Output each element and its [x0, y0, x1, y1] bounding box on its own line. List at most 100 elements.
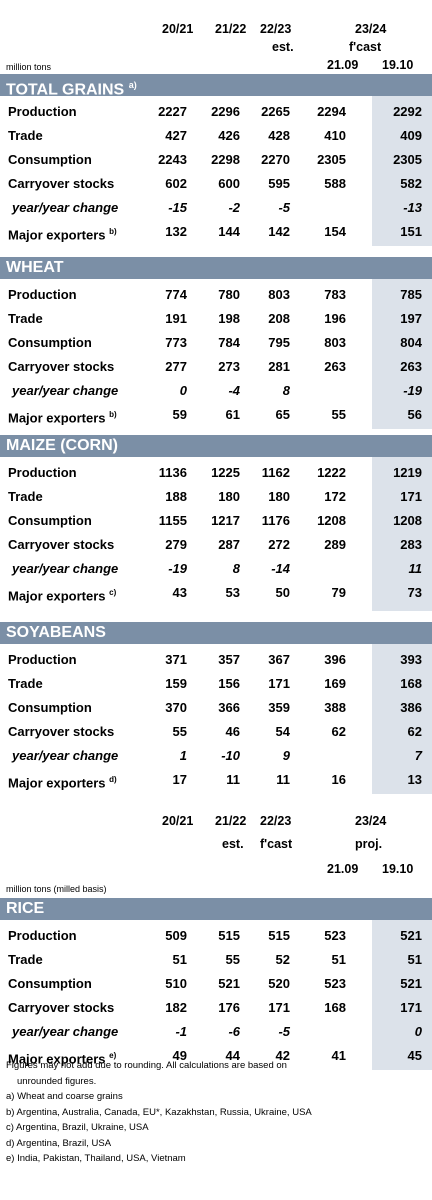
cell-value: 588	[324, 176, 346, 191]
row-label-text: Major exporters	[8, 227, 106, 243]
cell-value: 45	[407, 1048, 422, 1063]
table-row: Major exporters c) 43 53 50 79 73	[0, 581, 432, 605]
footnote: e) India, Pakistan, Thailand, USA, Vietn…	[6, 1153, 186, 1164]
row-label: Major exporters c)	[8, 581, 116, 608]
cell-value: -13	[403, 200, 422, 215]
row-label: Carryover stocks	[8, 720, 114, 744]
table-row: Trade 159 156 171 169 168	[0, 672, 432, 696]
latest-forecast-shading	[372, 279, 432, 429]
table-row: year/year change -1 -6 -5 0	[0, 1020, 432, 1044]
cell-value: -19	[403, 383, 422, 398]
cell-value: 180	[268, 489, 290, 504]
cell-value: 2298	[211, 152, 240, 167]
table-row: year/year change 1 -10 9 7	[0, 744, 432, 768]
cell-value: 410	[324, 128, 346, 143]
table-row: Major exporters e) 49 44 42 41 45	[0, 1044, 432, 1068]
cell-value: 509	[165, 928, 187, 943]
footnote: Figures may not add due to rounding. All…	[6, 1060, 287, 1071]
row-label: Trade	[8, 948, 43, 972]
col-header-2223: 22/23	[260, 22, 292, 36]
row-label: Trade	[8, 124, 43, 148]
cell-value: 55	[225, 952, 240, 967]
col-header-2324-fcast: f'cast	[349, 40, 382, 54]
cell-value: 520	[268, 976, 290, 991]
table-row: Major exporters b) 59 61 65 55 56	[0, 403, 432, 427]
cell-value: 359	[268, 700, 290, 715]
col-header-2223-fcast: f'cast	[260, 837, 293, 851]
cell-value: 144	[218, 224, 240, 239]
row-label-text: year/year change	[12, 383, 119, 398]
row-label: Consumption	[8, 509, 92, 533]
col-header-2324: 23/24	[355, 22, 387, 36]
row-label-text: Carryover stocks	[8, 724, 115, 739]
cell-value: 783	[324, 287, 346, 302]
cell-value: -4	[228, 383, 240, 398]
cell-value: 426	[218, 128, 240, 143]
row-label-text: Consumption	[8, 152, 92, 167]
table-row: Production 371 357 367 396 393	[0, 648, 432, 672]
cell-value: 7	[414, 748, 422, 763]
cell-value: 388	[324, 700, 346, 715]
section-title: MAIZE (CORN)	[6, 437, 118, 454]
cell-value: 17	[172, 772, 187, 787]
row-label: Major exporters d)	[8, 768, 117, 795]
cell-value: 171	[268, 1000, 290, 1015]
cell-value: 428	[268, 128, 290, 143]
cell-value: 159	[165, 676, 187, 691]
cell-value: 1176	[261, 513, 290, 528]
footnotes: Figures may not add due to rounding. All…	[6, 1058, 312, 1167]
cell-value: -5	[278, 200, 290, 215]
cell-value: -10	[221, 748, 240, 763]
row-label: Major exporters b)	[8, 403, 117, 430]
footnote: c) Argentina, Brazil, Ukraine, USA	[6, 1122, 149, 1133]
cell-value: 191	[165, 311, 187, 326]
cell-value: 595	[268, 176, 290, 191]
row-label: Production	[8, 648, 77, 672]
cell-value: 804	[400, 335, 422, 350]
footnote-ref: d)	[109, 775, 117, 784]
row-label-text: Trade	[8, 676, 43, 691]
footnote: a) Wheat and coarse grains	[6, 1091, 123, 1102]
cell-value: -5	[278, 1024, 290, 1039]
cell-value: 367	[268, 652, 290, 667]
col-header-date1: 21.09	[327, 58, 359, 72]
cell-value: 182	[165, 1000, 187, 1015]
cell-value: 515	[218, 928, 240, 943]
row-label: Trade	[8, 307, 43, 331]
cell-value: 784	[218, 335, 240, 350]
cell-value: 1225	[211, 465, 240, 480]
cell-value: 73	[407, 585, 422, 600]
footnote: unrounded figures.	[17, 1075, 97, 1087]
row-label: Consumption	[8, 972, 92, 996]
row-label: Major exporters e)	[8, 1044, 116, 1071]
cell-value: 13	[407, 772, 422, 787]
cell-value: 774	[165, 287, 187, 302]
cell-value: 142	[268, 224, 290, 239]
row-label-text: Carryover stocks	[8, 359, 115, 374]
table-row: Production 509 515 515 523 521	[0, 924, 432, 948]
row-label-text: Major exporters	[8, 775, 106, 791]
col-header-2122: 21/22	[215, 814, 247, 828]
cell-value: 370	[165, 700, 187, 715]
cell-value: 169	[324, 676, 346, 691]
table-row: year/year change -15 -2 -5 -13	[0, 196, 432, 220]
cell-value: 600	[218, 176, 240, 191]
row-label-text: Major exporters	[8, 588, 106, 604]
row-label-text: Production	[8, 287, 77, 302]
row-label: Carryover stocks	[8, 355, 114, 379]
table-row: Major exporters b) 132 144 142 154 151	[0, 220, 432, 244]
cell-value: 65	[275, 407, 290, 422]
cell-value: 11	[276, 772, 290, 787]
row-label: year/year change	[12, 196, 118, 220]
table-row: Production 774 780 803 783 785	[0, 283, 432, 307]
section-title: TOTAL GRAINS	[6, 81, 125, 99]
cell-value: 283	[400, 537, 422, 552]
cell-value: 2296	[211, 104, 240, 119]
cell-value: 780	[218, 287, 240, 302]
cell-value: 2270	[261, 152, 290, 167]
latest-forecast-shading	[372, 920, 432, 1070]
cell-value: 281	[268, 359, 290, 374]
cell-value: 154	[324, 224, 346, 239]
cell-value: 171	[268, 676, 290, 691]
cell-value: -2	[228, 200, 240, 215]
